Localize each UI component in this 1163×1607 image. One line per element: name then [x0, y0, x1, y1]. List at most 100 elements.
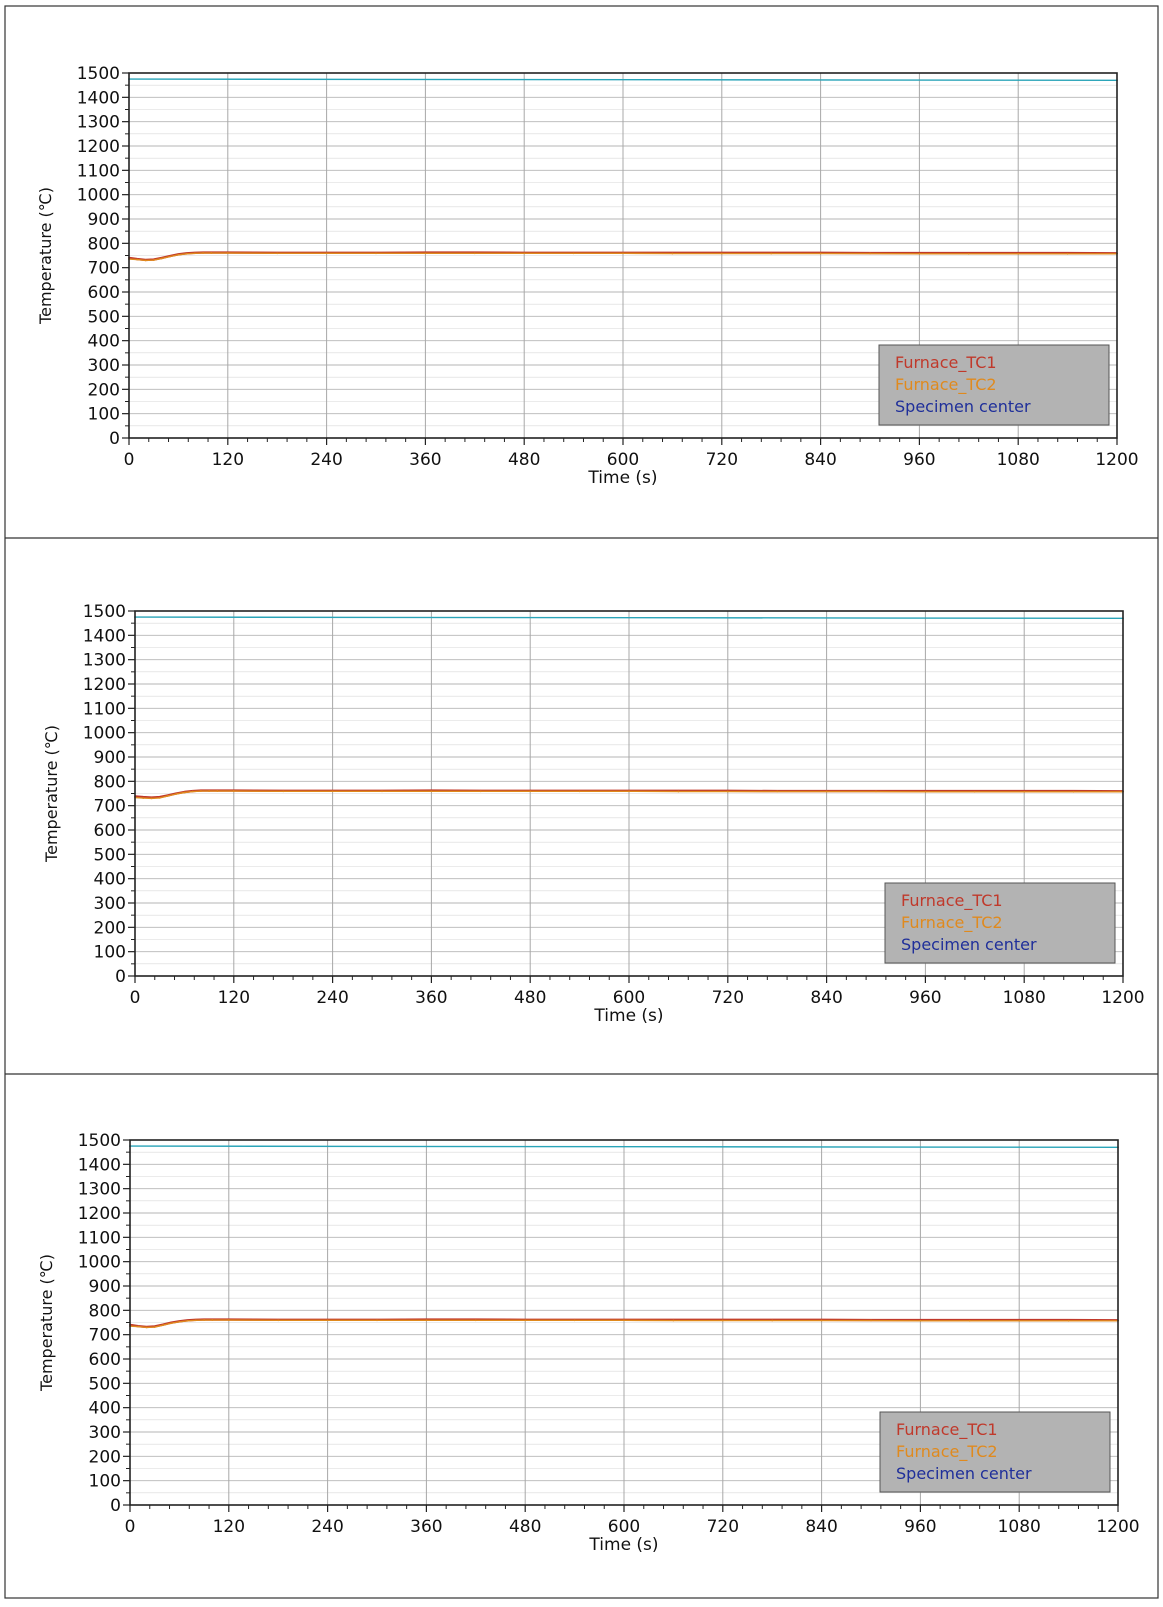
data-point: [672, 1319, 675, 1322]
data-point: [144, 259, 147, 262]
y-tick-label: 700: [88, 259, 120, 279]
y-tick-label: 600: [88, 283, 120, 303]
data-point: [622, 252, 624, 255]
data-point: [331, 790, 334, 793]
y-tick-label: 600: [89, 1350, 121, 1370]
y-tick-label: 0: [115, 967, 126, 987]
x-tick-label: 120: [218, 988, 250, 1008]
y-axis-label: Temperature (℃): [37, 1254, 56, 1392]
y-tick-label: 200: [94, 918, 126, 938]
y-tick-label: 400: [89, 1399, 121, 1419]
data-point: [376, 1319, 378, 1322]
data-point: [820, 1319, 823, 1322]
y-tick-label: 1100: [78, 1228, 121, 1248]
data-point: [771, 1319, 774, 1322]
data-point: [671, 252, 674, 255]
x-tick-label: 840: [810, 988, 842, 1008]
y-tick-label: 1500: [77, 64, 120, 84]
series-line-furnace-tc2: [128, 252, 1117, 262]
data-point: [623, 1319, 625, 1322]
y-tick-label: 1000: [78, 1253, 121, 1273]
data-point: [177, 253, 180, 256]
data-point: [199, 790, 202, 792]
y-tick-label: 1300: [77, 113, 120, 133]
data-point: [430, 790, 433, 793]
data-point: [227, 1319, 230, 1321]
y-tick-label: 1200: [78, 1204, 121, 1224]
data-point: [628, 790, 630, 793]
legend-entry: Furnace_TC2: [896, 1442, 998, 1462]
legend-entry: Furnace_TC1: [895, 353, 997, 373]
legend-entry: Specimen center: [895, 397, 1031, 416]
data-point: [211, 1319, 214, 1321]
y-tick-label: 1100: [83, 699, 126, 719]
data-point: [479, 790, 482, 793]
x-tick-label: 1080: [1003, 988, 1046, 1008]
x-tick-label: 1200: [1095, 450, 1138, 470]
data-point: [919, 1319, 922, 1322]
data-point: [474, 1319, 477, 1322]
x-tick-label: 720: [706, 450, 738, 470]
x-tick-label: 0: [124, 450, 135, 470]
y-tick-label: 400: [94, 870, 126, 890]
data-point: [208, 790, 211, 792]
y-tick-label: 700: [94, 797, 126, 817]
y-tick-label: 500: [94, 845, 126, 865]
chart-panel-3: 0100200300400500600700800900100011001200…: [37, 1131, 1140, 1555]
x-tick-label: 720: [707, 1517, 739, 1537]
x-tick-label: 120: [213, 1517, 245, 1537]
y-tick-label: 100: [89, 1472, 121, 1492]
y-tick-label: 900: [94, 748, 126, 768]
y-tick-label: 1200: [77, 137, 120, 157]
data-point: [968, 1319, 971, 1322]
x-tick-label: 1080: [997, 450, 1040, 470]
data-point: [153, 1326, 156, 1329]
x-tick-label: 960: [903, 450, 935, 470]
data-point: [726, 790, 729, 793]
y-tick-label: 700: [89, 1326, 121, 1346]
x-tick-label: 840: [804, 450, 836, 470]
data-point: [720, 252, 723, 255]
data-point: [473, 252, 476, 255]
x-tick-label: 240: [310, 450, 342, 470]
chart-panel-2: 0100200300400500600700800900100011001200…: [42, 602, 1145, 1026]
data-point: [210, 252, 213, 254]
x-tick-label: 360: [409, 450, 441, 470]
data-point: [158, 796, 161, 799]
data-point: [573, 1319, 576, 1322]
x-tick-label: 720: [712, 988, 744, 1008]
data-point: [375, 252, 377, 255]
data-point: [191, 790, 194, 793]
data-point: [424, 252, 427, 255]
data-point: [1023, 790, 1026, 793]
y-tick-label: 1400: [77, 88, 120, 108]
data-point: [875, 790, 877, 793]
data-point: [1072, 790, 1075, 793]
y-tick-label: 1300: [78, 1180, 121, 1200]
y-tick-label: 600: [94, 821, 126, 841]
data-point: [178, 1320, 181, 1323]
x-axis-label: Time (s): [588, 1535, 658, 1555]
data-point: [918, 252, 921, 255]
y-tick-label: 1500: [78, 1131, 121, 1151]
y-tick-label: 100: [94, 943, 126, 963]
data-point: [1066, 252, 1069, 255]
data-point: [677, 790, 680, 793]
legend-entry: Specimen center: [901, 935, 1037, 954]
data-point: [572, 252, 575, 255]
x-axis-label: Time (s): [593, 1006, 663, 1026]
y-axis-label: Temperature (℃): [36, 187, 55, 325]
data-point: [282, 790, 285, 793]
y-tick-label: 1100: [77, 161, 120, 181]
data-point: [825, 790, 828, 793]
x-tick-label: 600: [613, 988, 645, 1008]
data-point: [924, 790, 927, 793]
y-tick-label: 500: [88, 307, 120, 327]
y-tick-label: 0: [110, 1496, 121, 1516]
x-tick-label: 600: [608, 1517, 640, 1537]
series-line-furnace-tc2: [129, 1319, 1118, 1329]
y-tick-label: 1300: [83, 651, 126, 671]
data-point: [203, 1319, 206, 1321]
y-tick-label: 200: [88, 380, 120, 400]
